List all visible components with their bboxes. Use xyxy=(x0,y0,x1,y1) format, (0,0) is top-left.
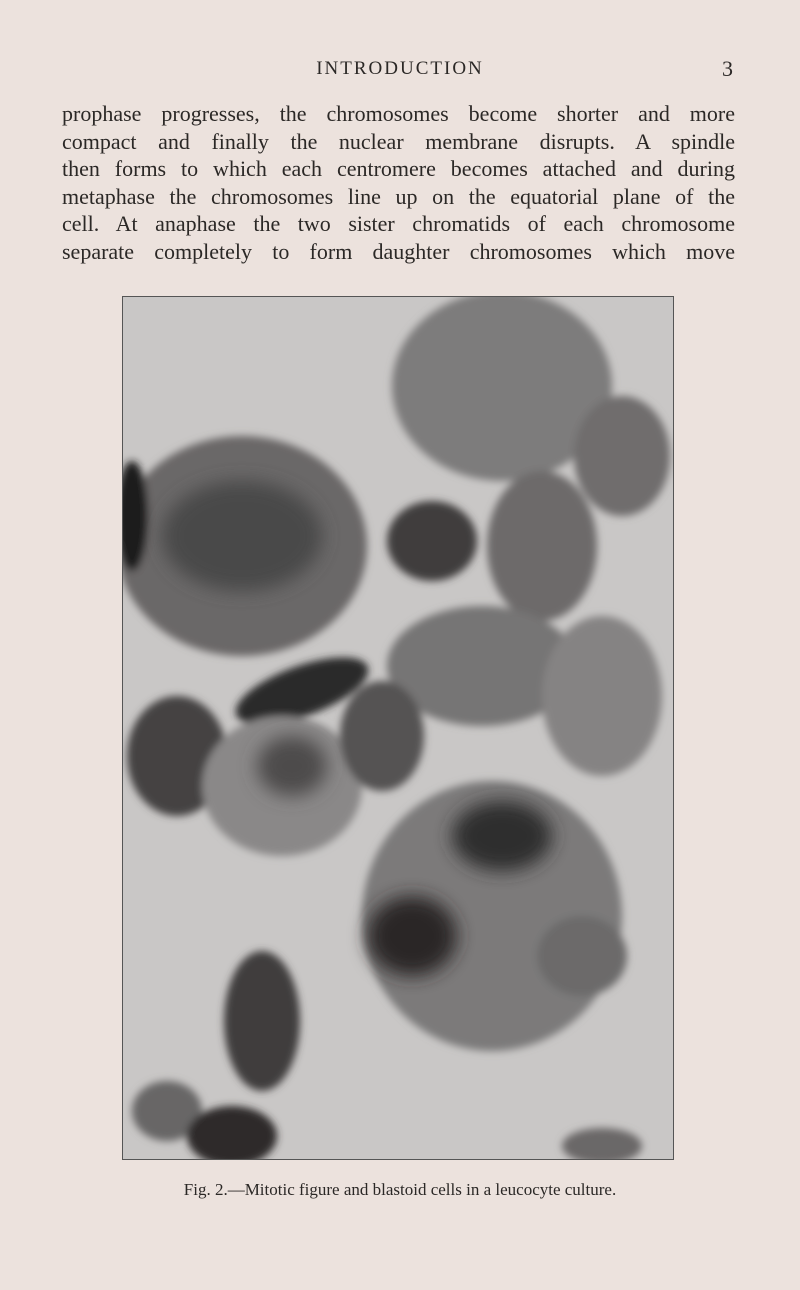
micrograph xyxy=(122,296,674,1160)
text-line: then forms to which each centromere beco… xyxy=(62,156,735,181)
text-line: metaphase the chromosomes line up on the… xyxy=(62,183,735,209)
figure-caption: Fig. 2.—Mitotic figure and blastoid cell… xyxy=(183,1180,617,1199)
running-head: INTRODUCTION xyxy=(316,58,484,79)
text-line: cell. At anaphase the two sister chromat… xyxy=(62,211,735,236)
photo-border xyxy=(122,296,674,1160)
text-line: compact and finally the nuclear membrane… xyxy=(62,128,735,154)
body-text: prophase progresses, the chromosomes bec… xyxy=(62,100,735,265)
page-number: 3 xyxy=(722,56,733,81)
text-line: separate completely to form daughter chr… xyxy=(62,238,735,264)
chromatin xyxy=(162,481,552,976)
text-line: prophase progresses, the chromosomes bec… xyxy=(62,101,735,126)
